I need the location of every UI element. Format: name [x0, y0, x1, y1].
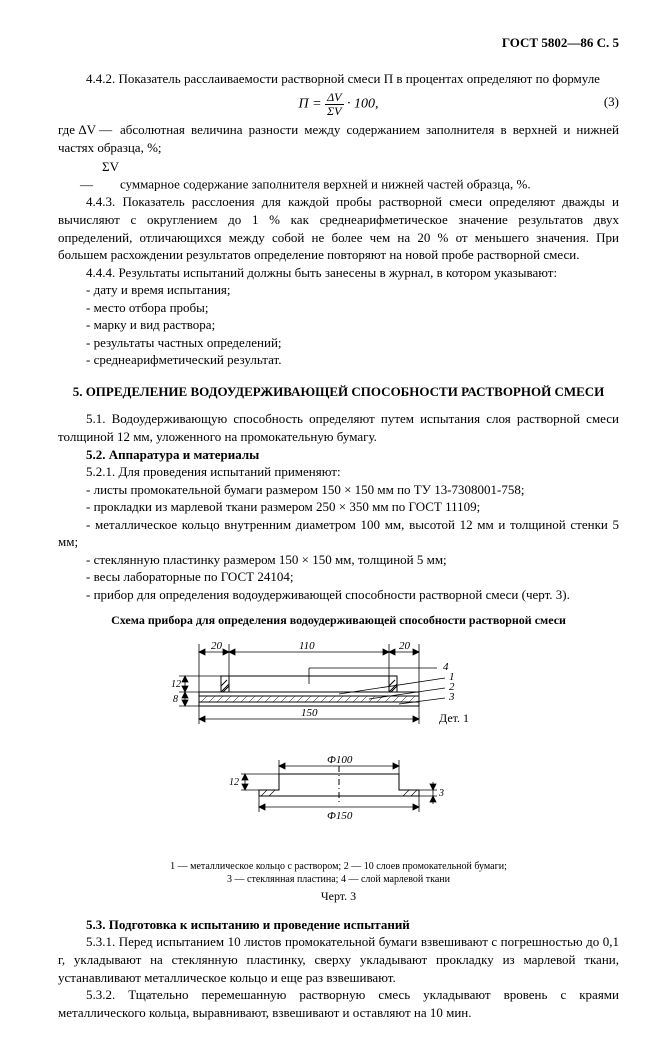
list-521-5: - прибор для определения водоудерживающе… [58, 586, 619, 604]
list-444-4: - среднеарифметический результат. [58, 351, 619, 369]
equation-number: (3) [604, 93, 619, 111]
para-5-3-1: 5.3.1. Перед испытанием 10 листов промок… [58, 933, 619, 986]
where-dv-label: где ΔV — [58, 121, 120, 139]
figure-number: Черт. 3 [58, 888, 619, 904]
formula-num: ΔV [325, 91, 343, 105]
dim-150: 150 [301, 707, 318, 719]
where-dv-text: абсолютная величина разности между содер… [58, 122, 619, 155]
list-444-1: - место отбора пробы; [58, 299, 619, 317]
list-444-3: - результаты частных определений; [58, 334, 619, 352]
para-4-4-2: 4.4.2. Показатель расслаиваемости раство… [58, 70, 619, 88]
para-5-2: 5.2. Аппаратура и материалы [58, 446, 619, 464]
formula-lhs: П = [298, 96, 321, 111]
list-521-3: - стеклянную пластинку размером 150 × 15… [58, 551, 619, 569]
where-sv: ΣV —суммарное содержание заполнителя вер… [58, 158, 619, 193]
list-521-0: - листы промокательной бумаги размером 1… [58, 481, 619, 499]
dim-d150: Ф150 [327, 810, 353, 822]
where-dv: где ΔV —абсолютная величина разности меж… [58, 121, 619, 156]
list-444-2: - марку и вид раствора; [58, 316, 619, 334]
dim-h8: 8 [173, 694, 178, 705]
para-5-3-2: 5.3.2. Тщательно перемешанную растворную… [58, 986, 619, 1021]
dim-h3: 3 [438, 788, 444, 799]
dim-h12: 12 [171, 679, 181, 690]
para-4-4-3: 4.4.3. Показатель расслоения для каждой … [58, 193, 619, 263]
det-label: Дет. 1 [439, 711, 469, 725]
figure-legend: 1 — металлическое кольцо с раствором; 2 … [58, 860, 619, 886]
formula-3: П = ΔV ΣV · 100, (3) [58, 91, 619, 117]
dim-110: 110 [299, 640, 315, 652]
list-444-0: - дату и время испытания; [58, 281, 619, 299]
formula-tail: · 100, [347, 96, 379, 111]
list-521-4: - весы лабораторные по ГОСТ 24104; [58, 568, 619, 586]
dim-h12b: 12 [229, 777, 239, 788]
where-sv-text: суммарное содержание заполнителя верхней… [120, 177, 531, 192]
formula-den: ΣV [325, 105, 343, 118]
where-sv-label: ΣV — [80, 158, 120, 193]
figure-diagram: 20 110 20 12 8 [129, 634, 549, 854]
para-5-1: 5.1. Водоудерживающую способность опреде… [58, 410, 619, 445]
para-4-4-4: 4.4.4. Результаты испытаний должны быть … [58, 264, 619, 282]
figure-title: Схема прибора для определения водоудержи… [58, 612, 619, 628]
callout-3: 3 [448, 691, 455, 703]
dim-20b: 20 [399, 640, 411, 652]
page-header: ГОСТ 5802—86 С. 5 [58, 34, 619, 52]
list-521-2: - металлическое кольцо внутренним диамет… [58, 516, 619, 551]
dim-20a: 20 [211, 640, 223, 652]
dim-d100: Ф100 [327, 754, 353, 766]
list-521-1: - прокладки из марлевой ткани размером 2… [58, 498, 619, 516]
section-5-title: 5. ОПРЕДЕЛЕНИЕ ВОДОУДЕРЖИВАЮЩЕЙ СПОСОБНО… [58, 383, 619, 401]
para-5-2-1: 5.2.1. Для проведения испытаний применяю… [58, 463, 619, 481]
para-5-3: 5.3. Подготовка к испытанию и проведение… [58, 916, 619, 934]
